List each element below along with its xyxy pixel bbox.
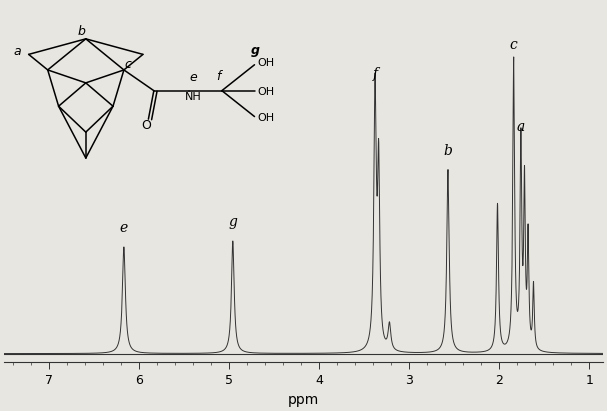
Text: a: a bbox=[517, 120, 525, 134]
X-axis label: ppm: ppm bbox=[288, 393, 319, 407]
Text: e: e bbox=[120, 221, 128, 235]
Text: f: f bbox=[373, 67, 378, 81]
Text: g: g bbox=[228, 215, 237, 229]
Text: b: b bbox=[444, 144, 452, 158]
Text: c: c bbox=[510, 37, 518, 51]
